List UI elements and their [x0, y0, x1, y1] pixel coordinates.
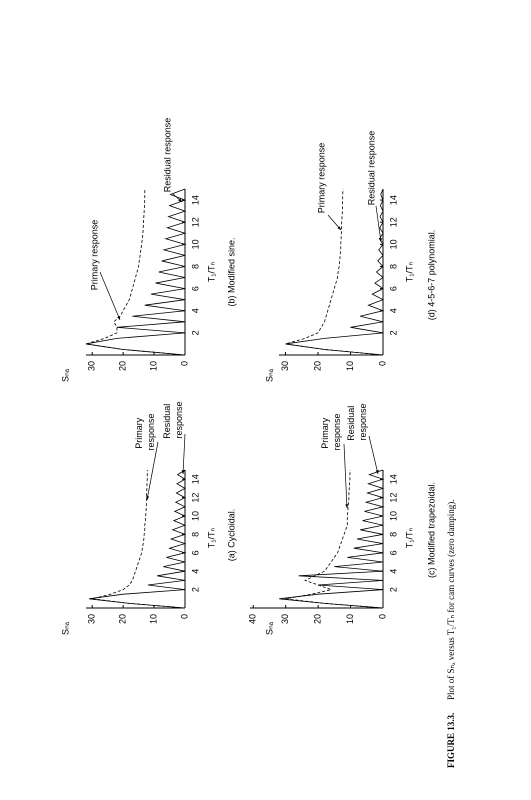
x-tick-label: 12	[190, 493, 200, 503]
x-tick-label: 10	[190, 239, 200, 249]
x-tick-label: 2	[388, 330, 398, 335]
rotated-figure: FIGURE 13.3. Plot of Sₙₐ versus T₁/Tₙ fo…	[60, 118, 456, 768]
figure-label: FIGURE 13.3.	[446, 713, 456, 768]
y-tick-label: 30	[87, 361, 97, 371]
x-tick-label: 6	[190, 286, 200, 291]
arrow-head	[345, 504, 349, 508]
x-axis-label: T₁/Tₙ	[206, 262, 216, 283]
y-tick-label: 20	[312, 361, 322, 371]
y-tick-label: 10	[345, 614, 355, 624]
x-tick-label: 12	[388, 217, 398, 227]
arrow-shaft	[368, 435, 379, 475]
x-axis-label: T₁/Tₙ	[404, 262, 414, 283]
series-line	[85, 189, 186, 356]
arrow-head	[337, 226, 341, 230]
arrow-head	[117, 316, 121, 320]
series-label: Residual response	[366, 131, 376, 206]
arrow-head	[378, 238, 383, 242]
series-line	[285, 188, 385, 356]
x-tick-label: 10	[388, 239, 398, 249]
x-tick-label: 4	[388, 569, 398, 574]
x-tick-label: 8	[190, 532, 200, 537]
y-axis-label: Sₙₐ	[60, 368, 70, 382]
series-label: Primary response	[89, 220, 99, 291]
x-axis-label: T₁/Tₙ	[206, 528, 216, 549]
arrow-head	[375, 470, 379, 474]
y-axis-label: Sₙₐ	[264, 621, 274, 635]
x-tick-label: 10	[190, 511, 200, 521]
series-label: Primary response	[320, 413, 342, 450]
chart-title: (a) Cycloidal.	[226, 509, 236, 562]
x-tick-label: 10	[388, 511, 398, 521]
arrow-head	[178, 198, 182, 202]
figure-caption: Plot of Sₙₐ versus T₁/Tₙ for cam curves …	[446, 499, 456, 700]
x-tick-label: 6	[190, 550, 200, 555]
series-line	[89, 469, 187, 609]
y-tick-label: 20	[312, 614, 322, 624]
x-tick-label: 12	[388, 493, 398, 503]
x-tick-label: 8	[388, 264, 398, 269]
y-tick-label: 0	[377, 614, 387, 619]
series-label: Primary response	[316, 143, 326, 214]
x-tick-label: 8	[190, 264, 200, 269]
arrow-shaft	[182, 433, 186, 475]
series-label: Primary response	[134, 413, 156, 450]
y-axis-label: Sₙₐ	[264, 368, 274, 382]
series-label: Residual response	[162, 118, 172, 193]
y-tick-label: 30	[87, 614, 97, 624]
x-tick-label: 4	[190, 569, 200, 574]
x-tick-label: 6	[388, 550, 398, 555]
x-tick-label: 14	[190, 474, 200, 484]
x-tick-label: 2	[388, 587, 398, 592]
series-line	[279, 469, 385, 609]
y-axis-label: Sₙₐ	[60, 621, 70, 635]
y-tick-label: 10	[148, 361, 158, 371]
x-tick-label: 2	[190, 330, 200, 335]
y-tick-label: 0	[179, 614, 189, 619]
x-tick-label: 4	[190, 308, 200, 313]
arrow-head	[181, 470, 185, 474]
y-tick-label: 30	[280, 361, 290, 371]
y-tick-label: 40	[248, 614, 258, 624]
chart-title: (d) 4-5-6-7 polynomial.	[426, 230, 436, 321]
y-tick-label: 10	[345, 361, 355, 371]
arrow-shaft	[99, 271, 121, 321]
x-tick-label: 6	[388, 286, 398, 291]
chart-title: (b) Modified sine.	[226, 237, 236, 306]
arrow-shaft	[146, 441, 159, 501]
x-tick-label: 14	[388, 474, 398, 484]
y-tick-label: 20	[118, 614, 128, 624]
x-tick-label: 14	[190, 195, 200, 205]
y-tick-label: 0	[179, 361, 189, 366]
y-tick-label: 10	[148, 614, 158, 624]
series-line	[85, 188, 187, 356]
y-tick-label: 0	[377, 361, 387, 366]
chart-title: (c) Modified trapezoidal.	[426, 482, 436, 578]
y-tick-label: 20	[118, 361, 128, 371]
series-line	[92, 470, 186, 609]
x-tick-label: 2	[190, 587, 200, 592]
x-tick-label: 8	[388, 532, 398, 537]
series-label: Residual response	[162, 401, 184, 439]
arrow-shaft	[343, 443, 348, 509]
series-line	[285, 188, 384, 356]
x-tick-label: 4	[388, 308, 398, 313]
x-axis-label: T₁/Tₙ	[404, 528, 414, 549]
y-tick-label: 30	[280, 614, 290, 624]
series-label: Residual response	[346, 403, 368, 441]
arrow-shaft	[375, 205, 382, 243]
arrow-head	[146, 496, 150, 500]
x-tick-label: 12	[190, 217, 200, 227]
x-tick-label: 14	[388, 195, 398, 205]
